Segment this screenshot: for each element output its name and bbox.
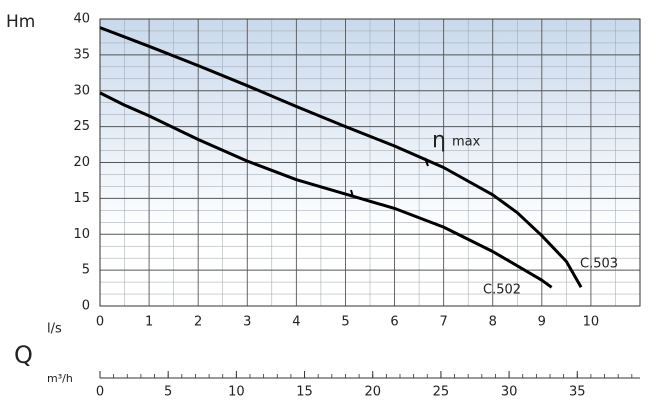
y-tick-label: 35 — [73, 47, 90, 62]
plot-area — [99, 18, 641, 307]
x2-tick-label: 25 — [433, 385, 450, 400]
eta-max-tick — [424, 157, 429, 167]
x2-tick-label: 5 — [164, 385, 172, 400]
x-tick-label: 4 — [292, 315, 300, 330]
q-label: Q — [14, 341, 33, 369]
x-axis-label: l/s — [47, 322, 62, 337]
eta-symbol: η — [432, 128, 446, 153]
eta-max-tick — [350, 189, 354, 198]
x-tick-label: 3 — [243, 315, 251, 330]
series-label: C.503 — [580, 257, 618, 272]
x-tick-label: 7 — [439, 315, 447, 330]
y-tick-label: 10 — [73, 227, 90, 242]
y-tick-label: 15 — [73, 191, 90, 206]
x2-tick-label: 0 — [96, 385, 104, 400]
x2-tick-label: 30 — [501, 385, 518, 400]
x-tick-label: 5 — [341, 315, 349, 330]
curve — [99, 91, 553, 289]
y-tick-label: 40 — [73, 12, 90, 27]
x-tick-label: 6 — [390, 315, 398, 330]
y-tick-label: 20 — [73, 155, 90, 170]
y-axis-label: Hm — [6, 12, 35, 32]
plot-border — [99, 18, 641, 307]
x-tick-label: 8 — [489, 315, 497, 330]
x-tick-label: 0 — [96, 315, 104, 330]
eta-label: max — [452, 135, 481, 150]
x2-tick-label: 20 — [364, 385, 381, 400]
y-tick-label: 30 — [73, 83, 90, 98]
x-tick-label: 10 — [583, 315, 600, 330]
x2-tick-label: 35 — [569, 385, 586, 400]
x-tick-label: 9 — [538, 315, 546, 330]
y-tick-label: 0 — [82, 299, 90, 314]
series-label: C.502 — [483, 283, 521, 298]
y-tick-label: 5 — [82, 263, 90, 278]
x2-tick-label: 15 — [296, 385, 313, 400]
y-tick-label: 25 — [73, 119, 90, 134]
x2-axis-label: m³/h — [47, 372, 73, 385]
curve — [99, 26, 583, 289]
x-tick-label: 1 — [145, 315, 153, 330]
x-tick-label: 2 — [194, 315, 202, 330]
x2-tick-label: 10 — [228, 385, 245, 400]
